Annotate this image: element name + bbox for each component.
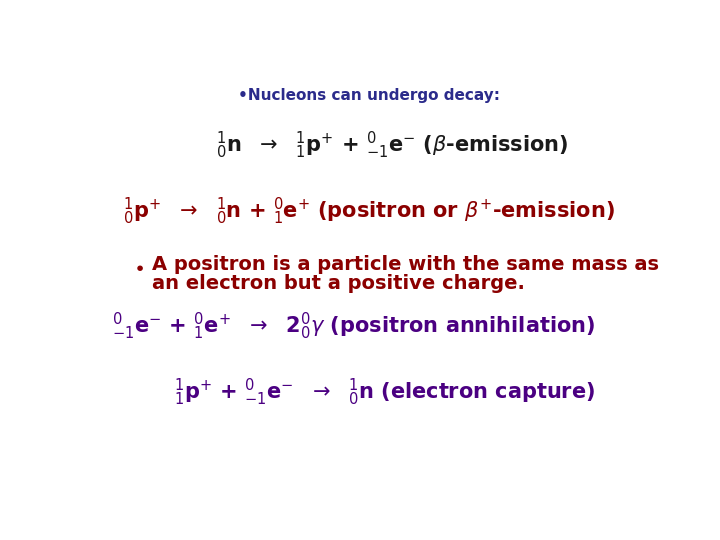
- Text: $^{1}_{0}$n  $\rightarrow$  $^{1}_{1}$p$^{+}$ + $^{0}_{-1}$e$^{-}$ ($\beta$-emis: $^{1}_{0}$n $\rightarrow$ $^{1}_{1}$p$^{…: [216, 130, 568, 161]
- Text: $^{1}_{0}$p$^{+}$  $\rightarrow$  $^{1}_{0}$n + $^{0}_{1}$e$^{+}$ (positron or $: $^{1}_{0}$p$^{+}$ $\rightarrow$ $^{1}_{0…: [123, 195, 615, 227]
- Text: A positron is a particle with the same mass as: A positron is a particle with the same m…: [152, 255, 659, 274]
- Text: $^{0}_{-1}$e$^{-}$ + $^{0}_{1}$e$^{+}$  $\rightarrow$  2$^{0}_{0}$$\gamma$ (posi: $^{0}_{-1}$e$^{-}$ + $^{0}_{1}$e$^{+}$ $…: [112, 311, 595, 342]
- Text: $\bullet$: $\bullet$: [132, 257, 143, 276]
- Text: an electron but a positive charge.: an electron but a positive charge.: [152, 274, 525, 293]
- Text: $^{1}_{1}$p$^{+}$ + $^{0}_{-1}$e$^{-}$  $\rightarrow$  $^{1}_{0}$n (electron cap: $^{1}_{1}$p$^{+}$ + $^{0}_{-1}$e$^{-}$ $…: [174, 376, 595, 408]
- Text: •Nucleons can undergo decay:: •Nucleons can undergo decay:: [238, 88, 500, 103]
